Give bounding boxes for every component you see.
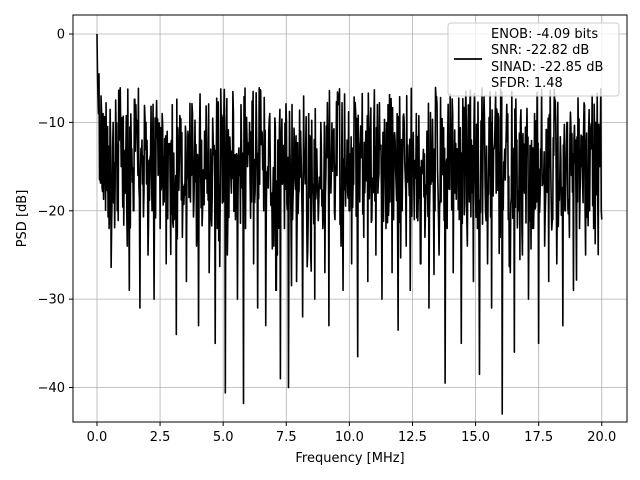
x-axis-ticks: 0.0 2.5 5.0 7.5 10.0 12.5 15.0 17.5 20.0 (87, 422, 616, 445)
x-tick-label: 20.0 (587, 430, 616, 445)
y-tick-label: 0 (57, 28, 65, 43)
legend-box (447, 22, 620, 97)
legend: ENOB: -4.09 bits SNR: -22.82 dB SINAD: -… (447, 22, 620, 97)
x-tick-label: 15.0 (461, 430, 490, 445)
legend-enob: ENOB: -4.09 bits (491, 27, 598, 42)
y-tick-label: −10 (38, 116, 65, 131)
y-tick-label: −30 (38, 293, 65, 308)
x-axis-label: Frequency [MHz] (295, 451, 404, 466)
x-tick-label: 5.0 (213, 430, 234, 445)
x-tick-label: 12.5 (398, 430, 427, 445)
legend-snr: SNR: -22.82 dB (491, 43, 589, 58)
legend-sfdr: SFDR: 1.48 (491, 76, 563, 91)
y-tick-label: −40 (38, 381, 65, 396)
x-tick-label: 7.5 (276, 430, 297, 445)
legend-sinad: SINAD: -22.85 dB (491, 60, 603, 75)
x-tick-label: 17.5 (524, 430, 553, 445)
plot-frame (72, 14, 628, 423)
plot-area (96, 33, 603, 415)
y-axis-ticks: 0 −10 −20 −30 −40 (38, 28, 73, 396)
y-axis-label: PSD [dB] (15, 190, 30, 248)
x-tick-label: 10.0 (335, 430, 364, 445)
y-tick-label: −20 (38, 204, 65, 219)
x-tick-label: 0.0 (87, 430, 108, 445)
x-tick-label: 2.5 (150, 430, 171, 445)
psd-series-line (96, 33, 603, 415)
